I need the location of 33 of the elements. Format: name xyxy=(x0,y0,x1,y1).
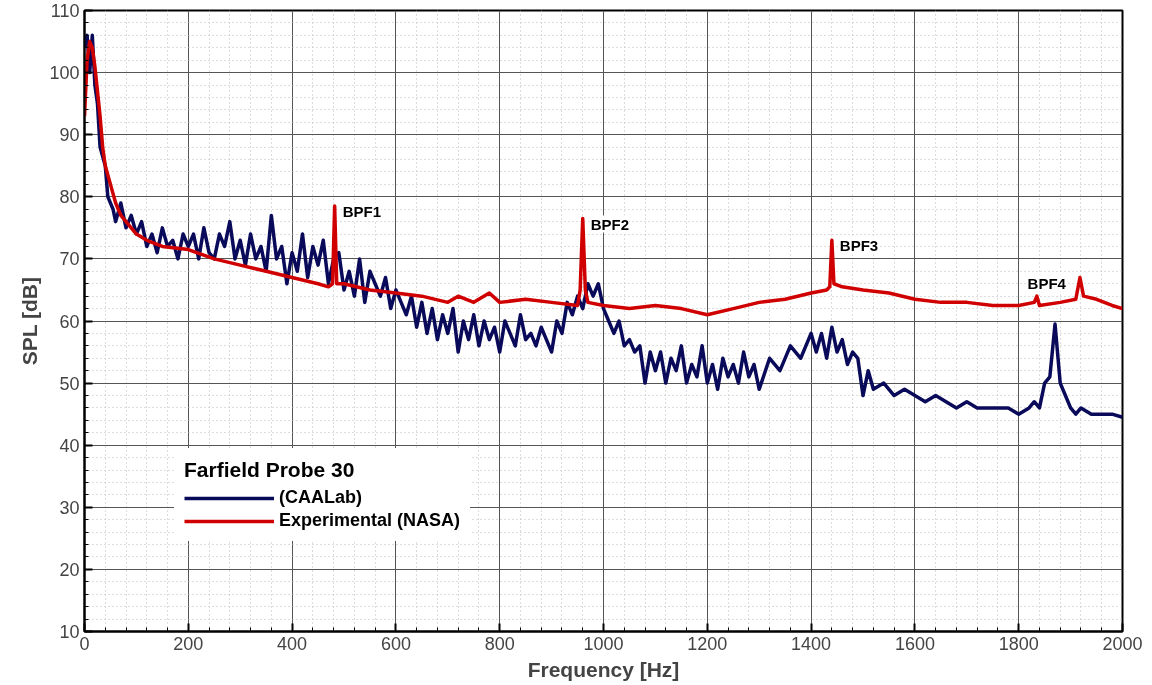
annotation: BPF1 xyxy=(342,203,381,221)
line-series xyxy=(84,39,1123,317)
x-tick-label: 800 xyxy=(484,633,515,654)
x-tick-label: 1000 xyxy=(583,633,624,654)
x-tick-label: 0 xyxy=(79,633,90,654)
x-tick-label: 1200 xyxy=(687,633,728,654)
y-tick-label: 40 xyxy=(59,435,80,456)
legend-label: (CAALab) xyxy=(279,487,362,508)
x-tick-label: 1400 xyxy=(791,633,832,654)
y-tick-label: 10 xyxy=(59,622,80,642)
y-tick-label: 60 xyxy=(59,311,80,332)
x-tick-label: 400 xyxy=(277,633,308,654)
annotation: BPF2 xyxy=(590,215,630,233)
y-axis-title: SPL [dB] xyxy=(18,277,42,366)
y-tick-label: 70 xyxy=(59,249,80,270)
x-tick-label: 1800 xyxy=(998,633,1039,654)
y-tick-label: 20 xyxy=(59,559,80,580)
annotation: BPF4 xyxy=(1027,274,1067,292)
x-tick-label: 2000 xyxy=(1102,633,1143,654)
legend-title: Farfield Probe 30 xyxy=(184,458,356,482)
y-tick-label: 100 xyxy=(49,63,80,84)
x-tick-label: 1600 xyxy=(894,633,935,654)
x-tick-label: 200 xyxy=(173,633,204,654)
y-tick-label: 90 xyxy=(59,125,80,146)
y-tick-label: 110 xyxy=(50,1,80,21)
y-tick-label: 30 xyxy=(59,497,80,518)
x-tick-label: 600 xyxy=(380,633,411,654)
legend-label: Experimental (NASA) xyxy=(279,510,461,531)
y-tick-label: 50 xyxy=(59,373,80,394)
y-tick-label: 80 xyxy=(59,187,80,208)
x-axis-title: Frequency [Hz] xyxy=(527,657,680,681)
annotation: BPF3 xyxy=(839,237,879,255)
line-series xyxy=(84,33,1123,420)
